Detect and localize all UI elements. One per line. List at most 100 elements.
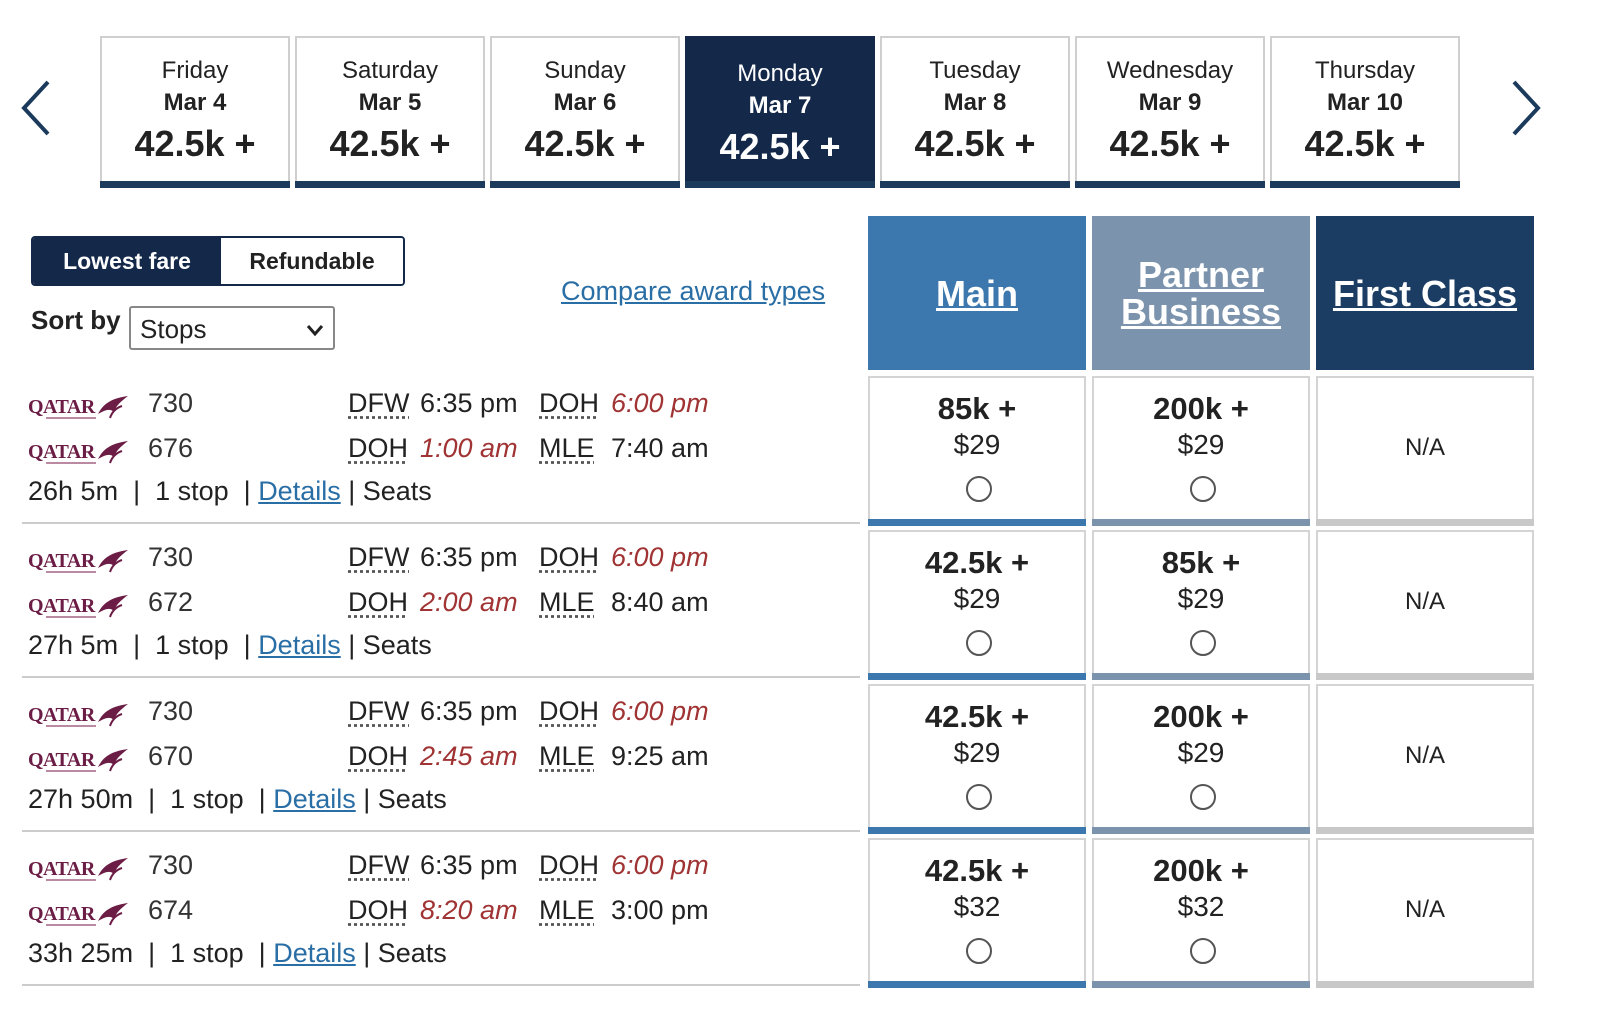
next-dates-button[interactable] <box>1506 78 1546 138</box>
compare-award-types-link[interactable]: Compare award types <box>561 276 826 306</box>
fare-select-radio[interactable] <box>966 784 992 810</box>
date-tab-friday[interactable]: Friday Mar 4 42.5k + <box>100 36 290 188</box>
destination-airport[interactable]: DOH <box>539 388 599 418</box>
flight-number: 670 <box>148 741 194 771</box>
fare-cell-unavailable: N/A <box>1316 838 1534 988</box>
fare-cell[interactable]: 42.5k + $32 <box>868 838 1086 988</box>
date-tab-date: Mar 10 <box>1326 89 1404 116</box>
fare-select-radio[interactable] <box>966 476 992 502</box>
chevron-down-icon <box>306 325 324 337</box>
seats-link[interactable]: Seats <box>377 938 447 968</box>
origin-airport[interactable]: DFW <box>348 696 410 726</box>
refundable-button[interactable]: Refundable <box>221 238 403 284</box>
date-tab-monday-selected[interactable]: Monday Mar 7 42.5k + <box>685 36 875 188</box>
date-tab-day: Saturday <box>341 57 439 84</box>
fare-select-radio[interactable] <box>1190 630 1216 656</box>
qatar-airways-logo: QATAR <box>28 437 128 467</box>
fare-cell[interactable]: 85k + $29 <box>1092 530 1310 680</box>
departure-time: 6:35 pm <box>420 388 518 418</box>
fare-cell[interactable]: 42.5k + $29 <box>868 530 1086 680</box>
seats-link[interactable]: Seats <box>377 784 447 814</box>
date-tab-date: Mar 6 <box>553 89 617 116</box>
separator: | <box>340 630 363 660</box>
origin-airport[interactable]: DFW <box>348 388 410 418</box>
fare-header-first-class[interactable]: First Class <box>1316 216 1534 370</box>
stop-count: 1 stop <box>170 938 244 968</box>
destination-airport[interactable]: DOH <box>539 696 599 726</box>
destination-airport[interactable]: MLE <box>539 741 595 771</box>
seats-link[interactable]: Seats <box>362 630 432 660</box>
origin-airport[interactable]: DOH <box>348 741 408 771</box>
flight-number: 730 <box>148 850 194 880</box>
origin-airport[interactable]: DOH <box>348 587 408 617</box>
flight-summary: 27h 5m | 1 stop | Details | Seats <box>28 630 432 661</box>
origin-airport[interactable]: DOH <box>348 895 408 925</box>
fare-points: 200k + <box>1153 391 1249 426</box>
flight-summary: 27h 50m | 1 stop | Details | Seats <box>28 784 447 815</box>
fare-cell[interactable]: 200k + $32 <box>1092 838 1310 988</box>
date-tab-saturday[interactable]: Saturday Mar 5 42.5k + <box>295 36 485 188</box>
destination-airport[interactable]: DOH <box>539 850 599 880</box>
qatar-airways-logo: QATAR <box>28 392 128 422</box>
details-link[interactable]: Details <box>258 476 341 506</box>
sort-select-value: Stops <box>140 314 207 344</box>
separator: | <box>228 476 259 506</box>
fare-select-radio[interactable] <box>1190 938 1216 964</box>
fare-taxes: $29 <box>953 429 1001 460</box>
qatar-oryx-icon <box>98 550 128 573</box>
destination-airport[interactable]: MLE <box>539 895 595 925</box>
fare-cell[interactable]: 85k + $29 <box>868 376 1086 526</box>
flight-row: QATAR 730 DFW 6:35 pm DOH 6:00 pm QATAR 672 DOH 2… <box>22 528 860 678</box>
date-tab-day: Friday <box>161 57 229 84</box>
details-link[interactable]: Details <box>273 784 356 814</box>
fare-select-radio[interactable] <box>966 938 992 964</box>
fare-bar <box>868 827 1086 834</box>
fare-select-radio[interactable] <box>1190 784 1216 810</box>
origin-airport[interactable]: DFW <box>348 542 410 572</box>
date-tab-day: Tuesday <box>929 57 1021 84</box>
prev-dates-button[interactable] <box>18 78 58 138</box>
flight-number: 730 <box>148 696 194 726</box>
logo-subline <box>46 417 96 419</box>
destination-airport[interactable]: MLE <box>539 433 595 463</box>
fare-header-main[interactable]: Main <box>868 216 1086 370</box>
stop-count: 1 stop <box>155 630 229 660</box>
date-tab-tuesday[interactable]: Tuesday Mar 8 42.5k + <box>880 36 1070 188</box>
arrival-time: 7:40 am <box>611 433 709 463</box>
arrival-time: 9:25 am <box>611 741 709 771</box>
qatar-oryx-icon <box>98 704 128 727</box>
fare-select-radio[interactable] <box>1190 476 1216 502</box>
chevron-left-icon <box>21 80 50 136</box>
flight-number: 672 <box>148 587 194 617</box>
fare-select-radio[interactable] <box>966 630 992 656</box>
flight-summary: 33h 25m | 1 stop | Details | Seats <box>28 938 447 969</box>
fare-taxes: $29 <box>1177 429 1225 460</box>
arrival-time: 6:00 pm <box>611 388 709 418</box>
chevron-right-icon <box>1512 80 1541 136</box>
qatar-airways-logo: QATAR <box>28 854 128 884</box>
fare-header-partner-business[interactable]: Partner Business <box>1092 216 1310 370</box>
fare-cell[interactable]: 42.5k + $29 <box>868 684 1086 834</box>
separator: | <box>118 630 156 660</box>
fare-cell[interactable]: 200k + $29 <box>1092 376 1310 526</box>
date-tab-date: Mar 5 <box>358 89 422 116</box>
fare-not-available: N/A <box>1404 742 1445 769</box>
date-tab-sunday[interactable]: Sunday Mar 6 42.5k + <box>490 36 680 188</box>
sort-label: Sort by <box>31 305 121 335</box>
sort-select[interactable]: Stops <box>129 306 335 350</box>
stop-count: 1 stop <box>170 784 244 814</box>
date-tab-wednesday[interactable]: Wednesday Mar 9 42.5k + <box>1075 36 1265 188</box>
origin-airport[interactable]: DFW <box>348 850 410 880</box>
fare-cell[interactable]: 200k + $29 <box>1092 684 1310 834</box>
lowest-fare-button[interactable]: Lowest fare <box>33 238 221 284</box>
destination-airport[interactable]: DOH <box>539 542 599 572</box>
departure-time: 6:35 pm <box>420 542 518 572</box>
details-link[interactable]: Details <box>258 630 341 660</box>
details-link[interactable]: Details <box>273 938 356 968</box>
logo-subline <box>46 571 96 573</box>
date-tab-thursday[interactable]: Thursday Mar 10 42.5k + <box>1270 36 1460 188</box>
destination-airport[interactable]: MLE <box>539 587 595 617</box>
seats-link[interactable]: Seats <box>362 476 432 506</box>
date-tab-price: 42.5k + <box>914 123 1036 164</box>
origin-airport[interactable]: DOH <box>348 433 408 463</box>
